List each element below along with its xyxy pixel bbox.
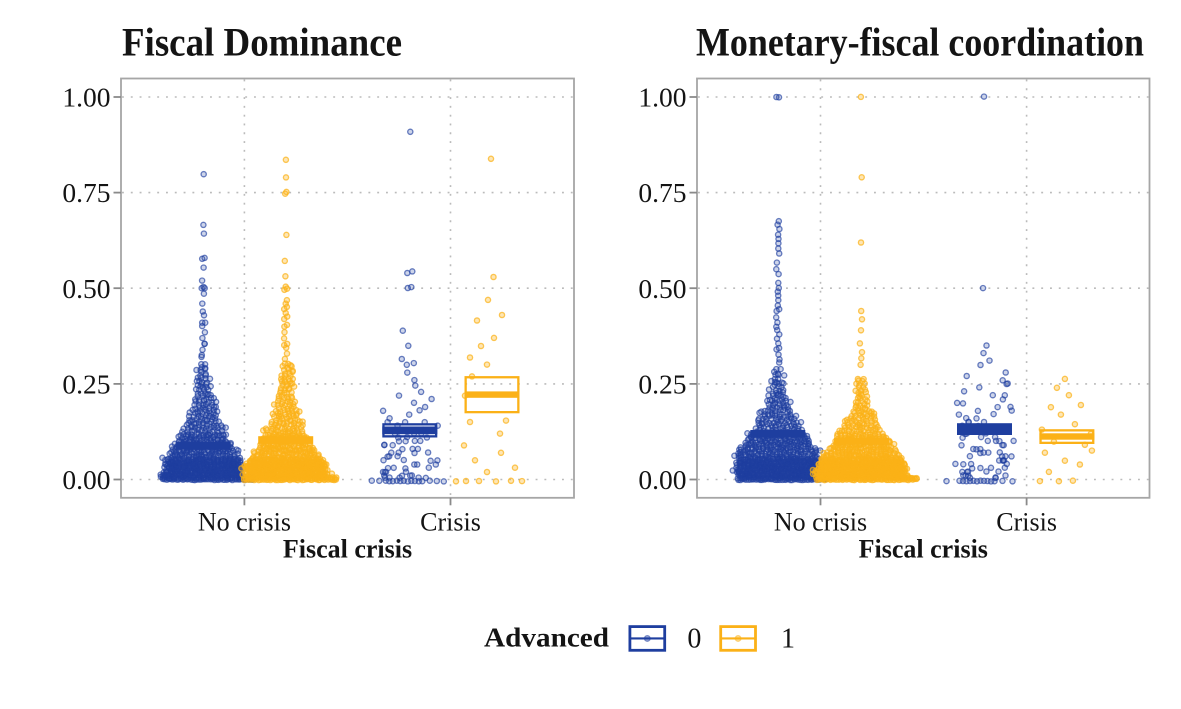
svg-text:0.50: 0.50 xyxy=(62,273,110,304)
svg-text:No crisis: No crisis xyxy=(198,507,291,536)
svg-text:Fiscal crisis: Fiscal crisis xyxy=(283,535,412,564)
svg-text:0.75: 0.75 xyxy=(638,177,686,208)
svg-text:0.00: 0.00 xyxy=(62,464,110,495)
svg-text:0.00: 0.00 xyxy=(638,464,686,495)
svg-text:1.00: 1.00 xyxy=(638,82,686,113)
svg-text:No crisis: No crisis xyxy=(774,507,867,536)
svg-text:0.50: 0.50 xyxy=(638,273,686,304)
svg-text:0.25: 0.25 xyxy=(62,368,110,399)
svg-text:0.75: 0.75 xyxy=(62,177,110,208)
svg-text:0.25: 0.25 xyxy=(638,368,686,399)
svg-text:Crisis: Crisis xyxy=(420,507,481,536)
svg-text:Crisis: Crisis xyxy=(996,507,1057,536)
svg-text:Fiscal Dominance: Fiscal Dominance xyxy=(122,20,402,65)
svg-text:Monetary-fiscal coordination: Monetary-fiscal coordination xyxy=(696,20,1144,65)
svg-text:1.00: 1.00 xyxy=(62,82,110,113)
svg-text:1: 1 xyxy=(781,624,795,655)
svg-text:Advanced: Advanced xyxy=(484,622,609,652)
svg-text:Fiscal crisis: Fiscal crisis xyxy=(859,535,988,564)
svg-text:0: 0 xyxy=(687,624,701,655)
